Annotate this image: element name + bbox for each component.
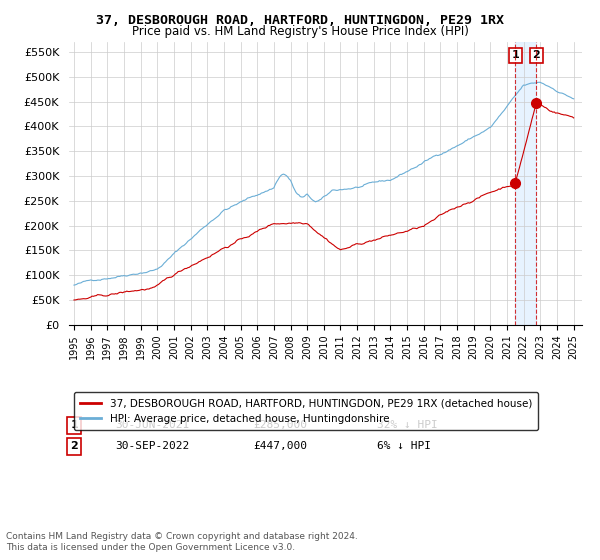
Text: 1: 1 [512, 50, 519, 60]
Text: 30-JUN-2021: 30-JUN-2021 [115, 420, 190, 430]
Text: 6% ↓ HPI: 6% ↓ HPI [377, 441, 431, 451]
Text: Price paid vs. HM Land Registry's House Price Index (HPI): Price paid vs. HM Land Registry's House … [131, 25, 469, 38]
Bar [515, 42, 536, 325]
Text: £447,000: £447,000 [254, 441, 308, 451]
Text: 2: 2 [532, 50, 540, 60]
Text: Contains HM Land Registry data © Crown copyright and database right 2024.
This d: Contains HM Land Registry data © Crown c… [6, 532, 358, 552]
Legend: 37, DESBOROUGH ROAD, HARTFORD, HUNTINGDON, PE29 1RX (detached house), HPI: Avera: 37, DESBOROUGH ROAD, HARTFORD, HUNTINGDO… [74, 392, 538, 430]
Text: 37, DESBOROUGH ROAD, HARTFORD, HUNTINGDON, PE29 1RX: 37, DESBOROUGH ROAD, HARTFORD, HUNTINGDO… [96, 14, 504, 27]
Text: 1: 1 [70, 420, 78, 430]
Text: 2: 2 [70, 441, 78, 451]
Text: 32% ↓ HPI: 32% ↓ HPI [377, 420, 437, 430]
Text: £285,000: £285,000 [254, 420, 308, 430]
Text: 30-SEP-2022: 30-SEP-2022 [115, 441, 190, 451]
